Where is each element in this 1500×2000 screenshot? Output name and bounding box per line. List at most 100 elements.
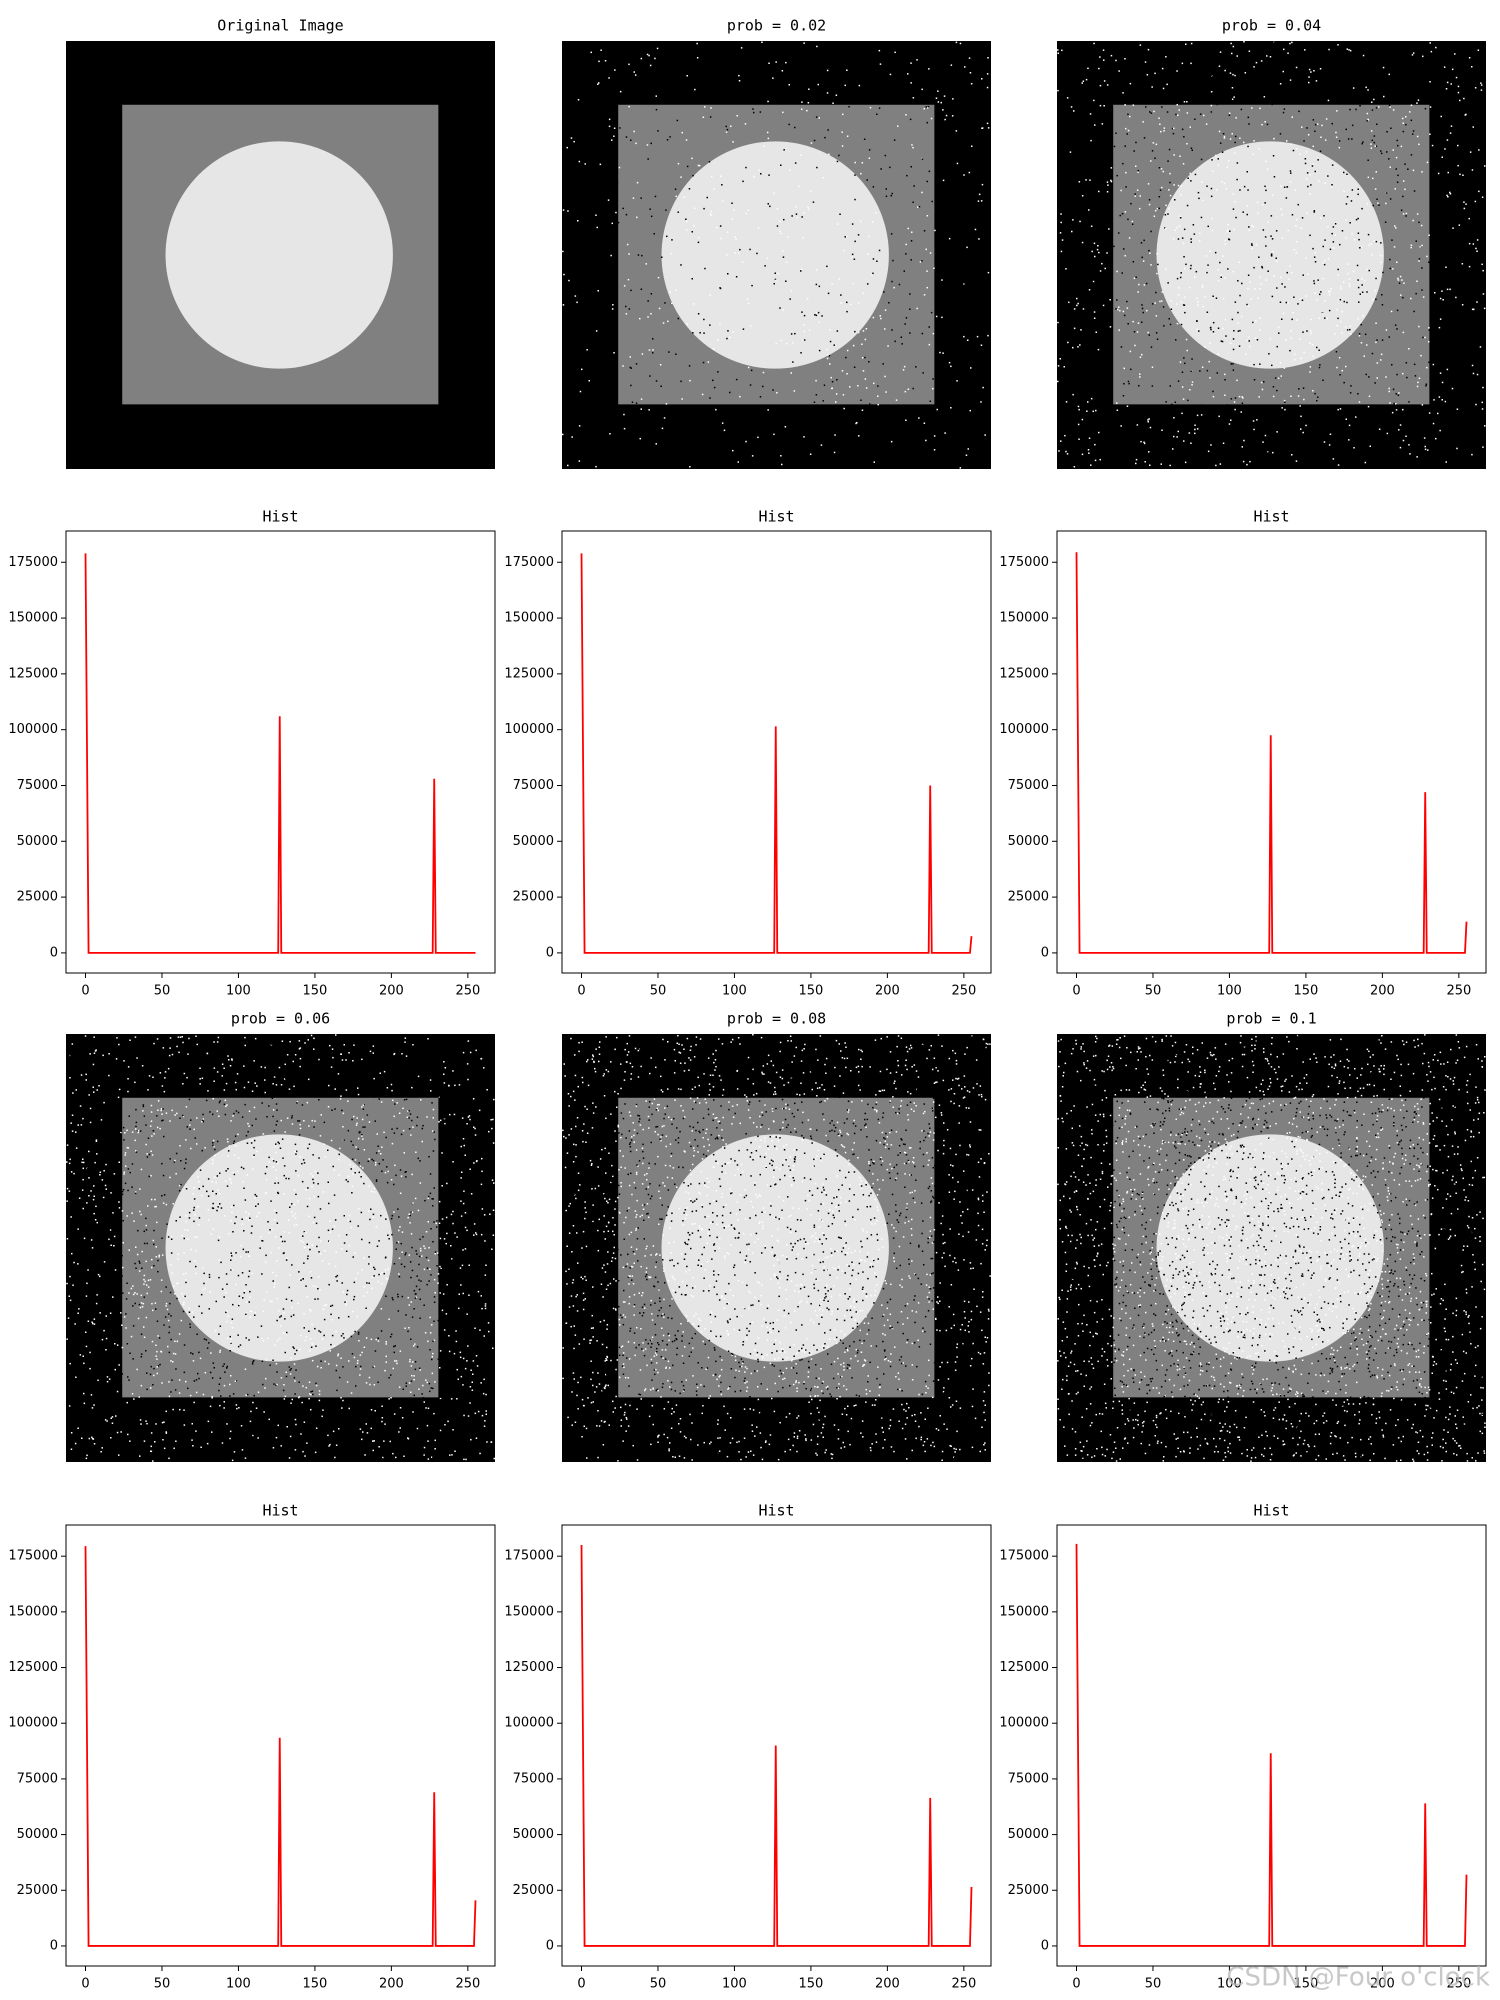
noise bbox=[329, 1044, 331, 1047]
noise bbox=[587, 423, 590, 426]
noise bbox=[195, 1391, 198, 1394]
noise bbox=[1338, 140, 1341, 142]
noise bbox=[800, 154, 802, 157]
noise bbox=[1395, 403, 1397, 405]
noise bbox=[365, 1412, 368, 1414]
noise bbox=[1060, 213, 1062, 215]
noise bbox=[414, 1460, 417, 1462]
noise bbox=[183, 1252, 185, 1254]
noise bbox=[848, 106, 850, 108]
noise bbox=[612, 218, 615, 221]
noise bbox=[611, 304, 613, 306]
noise bbox=[457, 1321, 459, 1324]
noise bbox=[641, 454, 643, 456]
noise bbox=[722, 80, 725, 82]
noise bbox=[372, 1449, 374, 1452]
noise bbox=[588, 270, 591, 273]
noise bbox=[1212, 75, 1214, 78]
noise bbox=[378, 1273, 380, 1276]
noise bbox=[1428, 261, 1430, 263]
noise bbox=[1070, 399, 1072, 401]
noise bbox=[221, 1075, 223, 1077]
noise bbox=[1170, 300, 1172, 302]
noise bbox=[1133, 150, 1135, 152]
noise bbox=[393, 1183, 395, 1186]
noise bbox=[910, 62, 912, 64]
noise bbox=[198, 1224, 200, 1226]
noise bbox=[456, 1398, 458, 1400]
noise bbox=[1221, 181, 1223, 183]
noise bbox=[930, 311, 933, 314]
noise bbox=[1127, 129, 1130, 132]
noise bbox=[340, 1248, 343, 1250]
noise bbox=[491, 1179, 494, 1181]
noise bbox=[942, 109, 944, 111]
noise bbox=[175, 1440, 177, 1442]
noise bbox=[241, 1223, 244, 1225]
noise bbox=[1182, 89, 1184, 91]
noise bbox=[855, 42, 858, 45]
noise bbox=[864, 378, 867, 380]
noise bbox=[110, 1244, 112, 1246]
noise bbox=[156, 1038, 159, 1040]
noise bbox=[1295, 66, 1298, 69]
noise bbox=[940, 420, 942, 423]
noise bbox=[68, 1405, 71, 1407]
noise bbox=[1290, 337, 1292, 339]
noise bbox=[1480, 84, 1483, 86]
noise bbox=[312, 1073, 314, 1076]
noise bbox=[1337, 274, 1339, 277]
noise bbox=[1368, 376, 1370, 378]
noise bbox=[422, 1384, 424, 1387]
noise bbox=[441, 1287, 443, 1289]
noise bbox=[730, 125, 732, 127]
noise bbox=[721, 101, 724, 103]
noise bbox=[1232, 73, 1234, 76]
noise bbox=[455, 1160, 458, 1163]
noise bbox=[623, 413, 625, 416]
noise bbox=[409, 1113, 412, 1115]
noise bbox=[1261, 416, 1263, 419]
noise bbox=[393, 1345, 395, 1348]
noise bbox=[1186, 349, 1188, 352]
noise bbox=[211, 1412, 214, 1414]
noise bbox=[1346, 301, 1348, 304]
noise bbox=[244, 1368, 247, 1370]
noise bbox=[1375, 341, 1377, 344]
noise bbox=[1127, 323, 1129, 325]
noise bbox=[1290, 143, 1292, 145]
noise bbox=[1423, 437, 1426, 439]
noise bbox=[1418, 260, 1420, 262]
noise bbox=[1401, 279, 1403, 281]
noise bbox=[443, 1129, 445, 1132]
noise bbox=[1312, 247, 1314, 250]
noise bbox=[1120, 189, 1122, 192]
noise bbox=[371, 1287, 373, 1290]
noise bbox=[1196, 428, 1199, 430]
noise bbox=[871, 274, 873, 276]
noise bbox=[345, 1250, 348, 1252]
noise bbox=[1267, 270, 1269, 272]
noise bbox=[1302, 274, 1304, 276]
noise bbox=[597, 83, 599, 85]
noise bbox=[1182, 410, 1185, 412]
noise bbox=[1238, 261, 1241, 264]
noise bbox=[935, 97, 938, 99]
noise bbox=[1380, 359, 1382, 361]
noise bbox=[381, 1271, 383, 1274]
noise bbox=[1351, 233, 1353, 235]
noise bbox=[484, 1420, 486, 1422]
noise bbox=[942, 179, 945, 182]
noise bbox=[1479, 289, 1481, 292]
noise bbox=[1483, 307, 1486, 310]
noise bbox=[1221, 151, 1224, 153]
noise bbox=[1191, 384, 1193, 386]
noise bbox=[1088, 209, 1090, 211]
noise bbox=[1400, 294, 1402, 296]
noise bbox=[1180, 323, 1183, 326]
noise bbox=[923, 422, 926, 424]
noise bbox=[955, 41, 958, 44]
noise bbox=[1272, 250, 1274, 253]
noise bbox=[275, 1124, 277, 1126]
noise bbox=[1115, 59, 1117, 62]
